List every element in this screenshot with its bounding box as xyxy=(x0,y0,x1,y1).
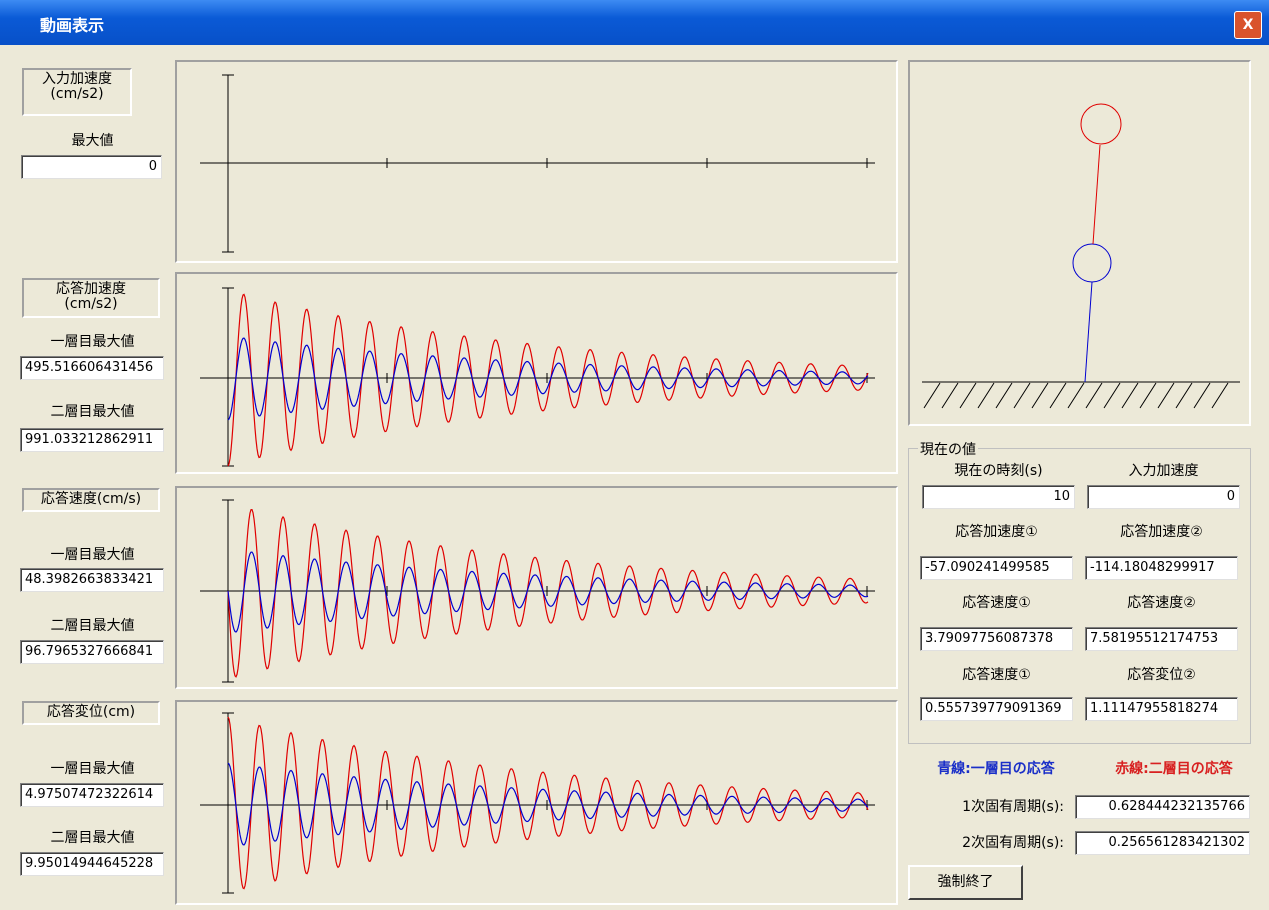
textbox[interactable]: 991.033212862911 xyxy=(20,428,164,452)
label: 一層目最大値 xyxy=(20,331,165,351)
textbox[interactable]: 0 xyxy=(1087,485,1240,509)
textbox[interactable]: 4.97507472322614 xyxy=(20,783,164,807)
label: 現在の時刻(s) xyxy=(922,460,1075,480)
label: 1次固有周期(s): xyxy=(900,796,1064,816)
textbox[interactable]: 7.58195512174753 xyxy=(1085,627,1238,651)
textbox[interactable]: 3.79097756087378 xyxy=(920,627,1073,651)
textbox[interactable]: 96.7965327666841 xyxy=(20,640,164,664)
title-bar xyxy=(0,0,1269,45)
label: 応答加速度② xyxy=(1085,521,1238,541)
textbox[interactable]: -57.090241499585 xyxy=(920,556,1073,580)
plot-panel xyxy=(175,272,898,474)
textbox[interactable]: 10 xyxy=(922,485,1075,509)
label: 応答速度② xyxy=(1085,592,1238,612)
label: 応答変位② xyxy=(1085,664,1238,684)
legend-red: 赤線:二層目の応答 xyxy=(1090,758,1258,778)
window-title: 動画表示 xyxy=(40,12,104,36)
textbox[interactable]: 0.256561283421302 xyxy=(1075,831,1250,855)
textbox[interactable]: 0 xyxy=(21,155,162,179)
stop-button[interactable]: 強制終了 xyxy=(908,865,1023,900)
plot-panel xyxy=(175,486,898,689)
label: 応答速度① xyxy=(920,664,1073,684)
textbox[interactable]: 495.516606431456 xyxy=(20,356,164,380)
label: 応答速度① xyxy=(920,592,1073,612)
label: 応答加速度① xyxy=(920,521,1073,541)
textbox[interactable]: 0.555739779091369 xyxy=(920,697,1073,721)
label: 2次固有周期(s): xyxy=(900,832,1064,852)
heading-text: 応答加速度 xyxy=(24,282,158,297)
plot-panel xyxy=(175,700,898,905)
textbox[interactable]: 0.628444232135766 xyxy=(1075,795,1250,819)
window: 動画表示 X 入力加速度(cm/s2) 最大値 0 応答加速度(cm/s2) 一… xyxy=(0,0,1269,910)
panel-heading: 入力加速度(cm/s2) xyxy=(22,68,132,116)
textbox[interactable]: 9.95014944645228 xyxy=(20,852,164,876)
textbox[interactable]: 48.3982663833421 xyxy=(20,568,164,592)
label: 一層目最大値 xyxy=(20,758,165,778)
group-title: 現在の値 xyxy=(918,439,978,459)
label: 二層目最大値 xyxy=(20,615,165,635)
label: 入力加速度 xyxy=(1087,460,1240,480)
close-button[interactable]: X xyxy=(1234,11,1262,39)
label: 二層目最大値 xyxy=(20,401,165,421)
label: 最大値 xyxy=(20,130,165,150)
panel-heading: 応答変位(cm) xyxy=(22,701,160,725)
textbox[interactable]: 1.11147955818274 xyxy=(1085,697,1238,721)
model-panel xyxy=(908,60,1251,426)
heading-text: (cm/s2) xyxy=(24,297,158,312)
plot-panel xyxy=(175,60,898,263)
textbox[interactable]: -114.18048299917 xyxy=(1085,556,1238,580)
panel-heading: 応答加速度(cm/s2) xyxy=(22,278,160,318)
label: 二層目最大値 xyxy=(20,827,165,847)
label: 一層目最大値 xyxy=(20,544,165,564)
panel-heading: 応答速度(cm/s) xyxy=(22,488,160,512)
legend-blue: 青線:一層目の応答 xyxy=(912,758,1080,778)
heading-text: (cm/s2) xyxy=(24,87,130,102)
heading-text: 入力加速度 xyxy=(24,72,130,87)
